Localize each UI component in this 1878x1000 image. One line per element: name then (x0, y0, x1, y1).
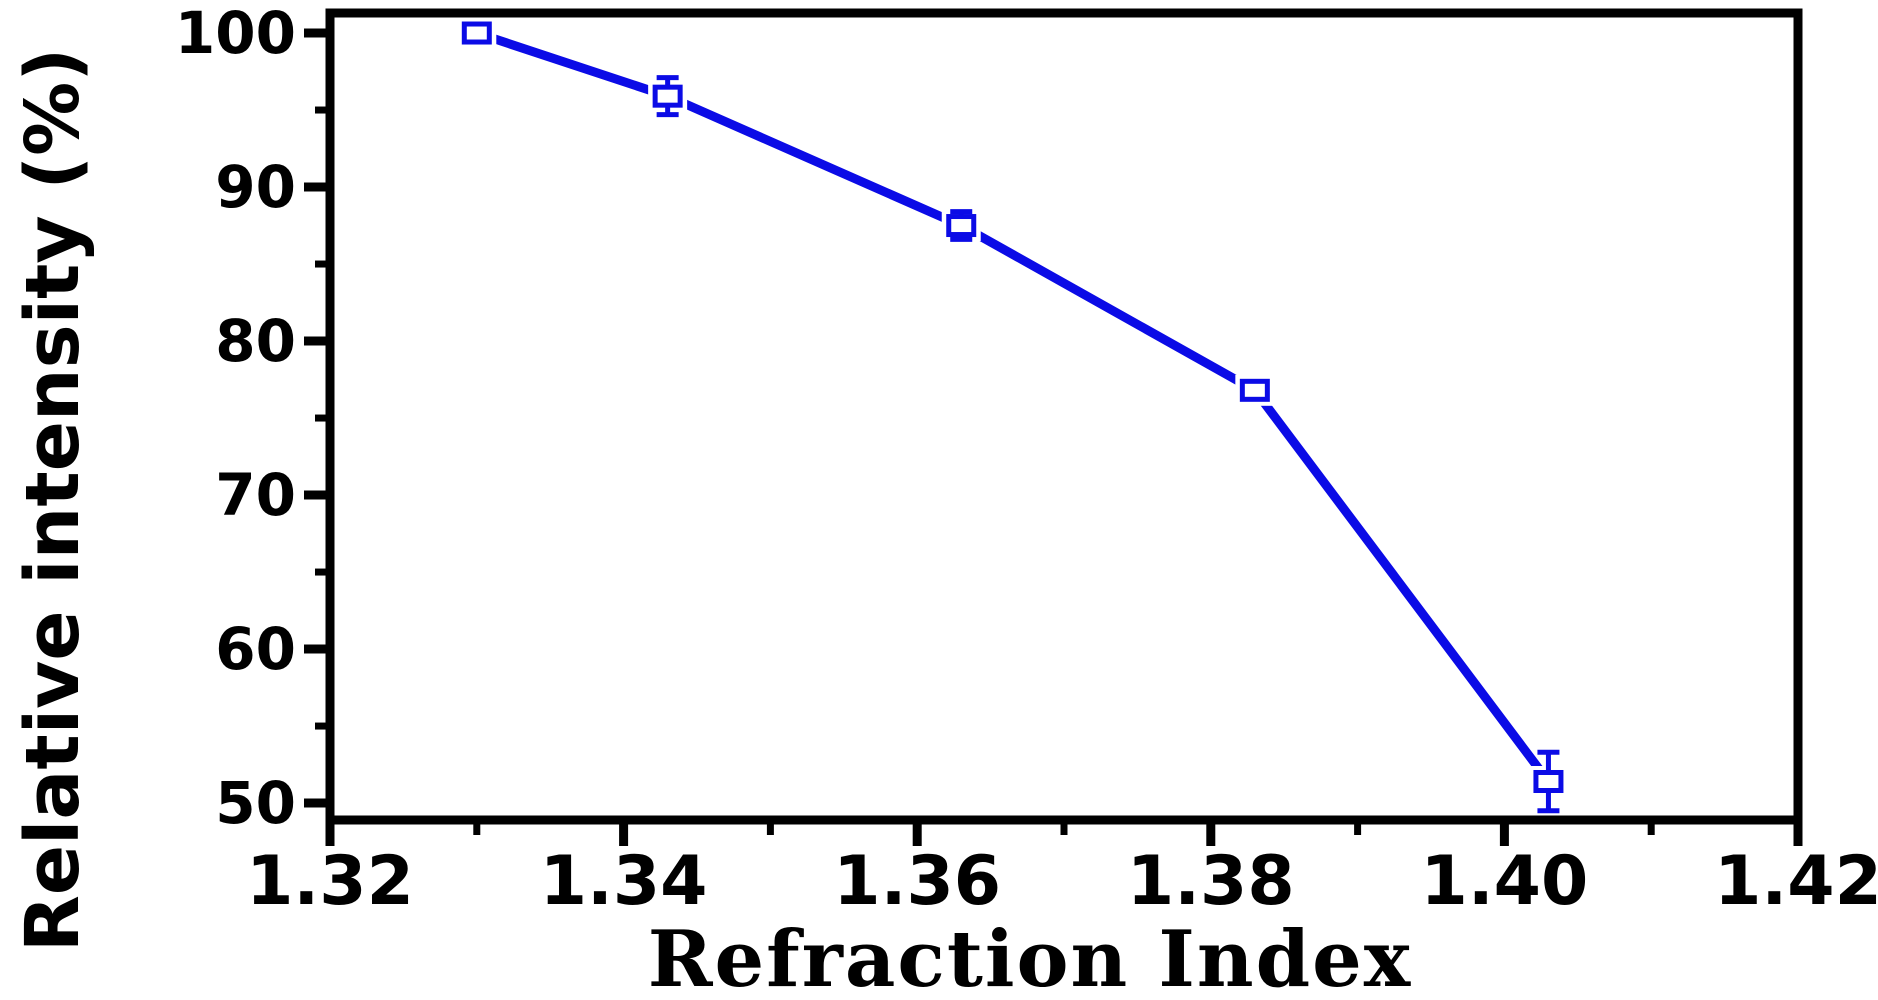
x-tick-label: 1.40 (1421, 842, 1589, 921)
series-layer (457, 17, 1568, 814)
y-tick-label: 50 (215, 769, 296, 837)
y-tick-label: 90 (215, 153, 296, 221)
x-tick-label: 1.36 (833, 842, 1001, 921)
data-point-marker (1239, 378, 1270, 402)
data-point-marker (946, 214, 977, 238)
plot-frame (325, 8, 1803, 825)
y-tick-label: 70 (215, 461, 296, 529)
x-axis-title: Refraction Index (648, 914, 1413, 1000)
x-tick-label: 1.38 (1127, 842, 1295, 921)
series-line (472, 28, 1553, 786)
data-point-marker (652, 84, 683, 108)
x-tick-label: 1.42 (1714, 842, 1878, 921)
y-axis-title: Relative intensity (%) (10, 48, 96, 952)
data-point-marker (1533, 769, 1564, 793)
x-tick-label: 1.34 (540, 842, 708, 921)
y-tick-label: 60 (215, 615, 296, 683)
data-point-marker (461, 21, 492, 45)
y-tick-label: 100 (175, 0, 296, 67)
axes-layer: 1.32 1.34 1.36 1.38 1.40 1.42 50 60 70 80 90 100 (175, 0, 1878, 921)
y-tick-label: 80 (215, 307, 296, 375)
x-tick-label: 1.32 (246, 842, 414, 921)
